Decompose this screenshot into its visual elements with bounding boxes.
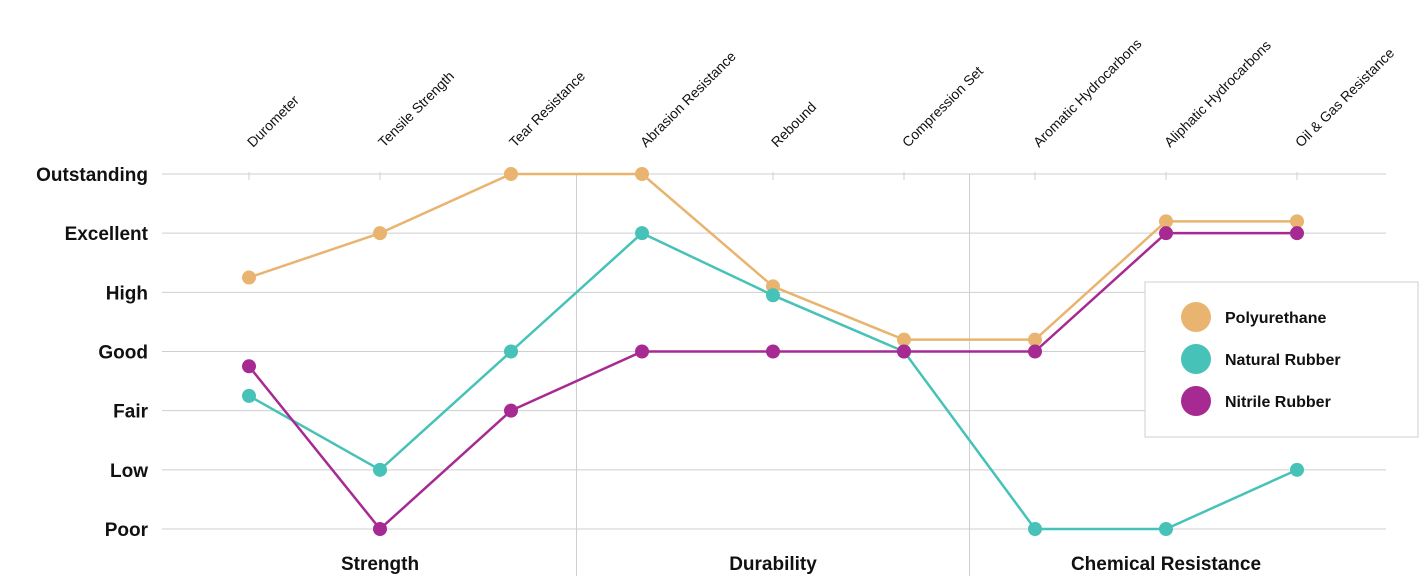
data-point bbox=[766, 288, 780, 303]
data-point bbox=[242, 270, 256, 285]
y-tick-label: Poor bbox=[105, 520, 149, 541]
data-point bbox=[1290, 462, 1304, 477]
data-point bbox=[1290, 214, 1304, 229]
data-point bbox=[504, 344, 518, 359]
data-point bbox=[1159, 214, 1173, 229]
group-labels: Strength Durability Chemical Resistance bbox=[341, 554, 1261, 575]
y-tick-label: Excellent bbox=[65, 224, 149, 245]
data-point bbox=[373, 226, 387, 241]
legend-swatch bbox=[1181, 302, 1211, 332]
group-label-strength: Strength bbox=[341, 554, 419, 575]
series-polyurethane bbox=[242, 167, 1304, 347]
series-line bbox=[248, 231, 1297, 531]
data-point bbox=[635, 167, 649, 181]
data-point bbox=[1159, 226, 1173, 241]
data-point bbox=[373, 522, 387, 536]
group-label-chemical-resistance: Chemical Resistance bbox=[1071, 554, 1261, 575]
data-point bbox=[373, 462, 387, 477]
x-tick-label: Compression Set bbox=[899, 63, 986, 150]
y-tick-label: Fair bbox=[113, 402, 148, 423]
series-line bbox=[248, 231, 1298, 531]
data-point bbox=[1028, 344, 1042, 359]
y-axis-labels: Poor Low Fair Good High Excellent Outstanding bbox=[36, 165, 149, 541]
x-tick-label: Aliphatic Hydrocarbons bbox=[1161, 37, 1274, 150]
y-tick-label: High bbox=[106, 283, 148, 304]
data-point bbox=[504, 167, 518, 181]
series-nitrile-rubber bbox=[242, 226, 1304, 536]
legend-item-polyurethane: Polyurethane bbox=[1181, 302, 1326, 332]
data-point bbox=[242, 388, 256, 403]
data-point bbox=[635, 344, 649, 359]
data-point bbox=[1290, 226, 1304, 241]
legend-item-natural-rubber: Natural Rubber bbox=[1181, 344, 1341, 374]
legend-swatch bbox=[1181, 386, 1211, 416]
x-axis-labels: Durometer Tensile Strength Tear Resistance… bbox=[244, 35, 1398, 150]
data-point bbox=[242, 359, 256, 374]
data-point bbox=[766, 344, 780, 359]
data-point bbox=[897, 332, 911, 347]
x-tick-label: Aromatic Hydrocarbons bbox=[1030, 35, 1145, 150]
data-point bbox=[635, 226, 649, 241]
legend-label: Natural Rubber bbox=[1225, 352, 1341, 369]
x-tick-label: Durometer bbox=[244, 92, 302, 150]
data-point bbox=[1159, 522, 1173, 536]
data-point bbox=[897, 344, 911, 359]
y-tick-label: Low bbox=[110, 461, 148, 482]
group-label-durability: Durability bbox=[729, 554, 817, 575]
legend-label: Polyurethane bbox=[1225, 310, 1326, 327]
x-tick-label: Tear Resistance bbox=[506, 68, 588, 150]
x-tick-label: Abrasion Resistance bbox=[637, 48, 739, 150]
series-layer bbox=[242, 167, 1304, 536]
legend: Polyurethane Natural Rubber Nitrile Rubber bbox=[1144, 281, 1419, 438]
data-point bbox=[1028, 522, 1042, 536]
legend-label: Nitrile Rubber bbox=[1225, 394, 1331, 411]
y-tick-label: Outstanding bbox=[36, 165, 148, 186]
y-tick-label: Good bbox=[98, 343, 148, 364]
legend-item-nitrile-rubber: Nitrile Rubber bbox=[1181, 386, 1331, 416]
x-tick-label: Oil & Gas Resistance bbox=[1292, 45, 1398, 151]
legend-swatch bbox=[1181, 344, 1211, 374]
data-point bbox=[1028, 332, 1042, 347]
x-tick-label: Tensile Strength bbox=[375, 68, 457, 150]
x-tick-label: Rebound bbox=[768, 99, 819, 150]
data-point bbox=[504, 403, 518, 418]
